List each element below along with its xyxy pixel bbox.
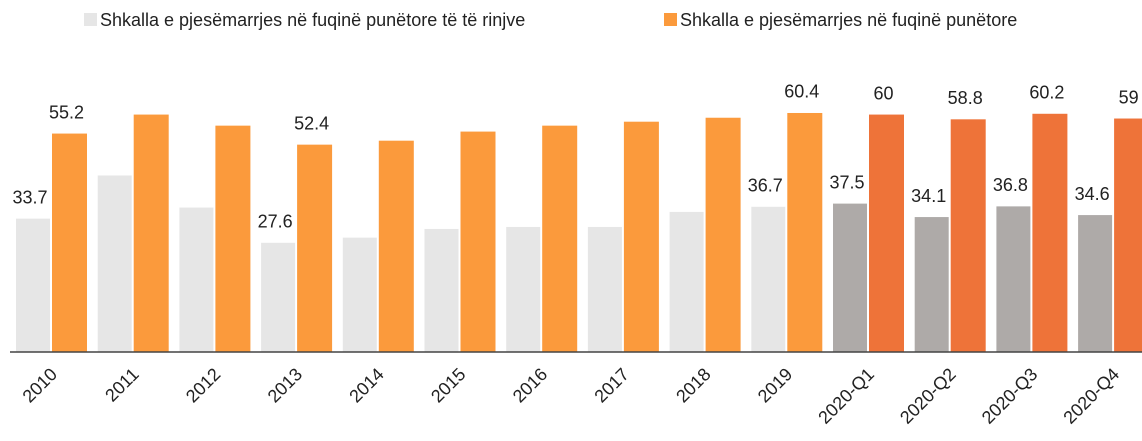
bar bbox=[1078, 215, 1113, 352]
data-label: 60.2 bbox=[1029, 83, 1064, 103]
bar bbox=[950, 119, 986, 352]
x-tick-label: 2014 bbox=[345, 364, 387, 406]
bar bbox=[787, 112, 823, 352]
bar bbox=[215, 125, 251, 352]
x-tick-label: 2015 bbox=[427, 364, 469, 406]
bar bbox=[996, 206, 1031, 352]
data-label: 59 bbox=[1119, 87, 1139, 107]
x-tick-label: 2012 bbox=[182, 364, 224, 406]
bar bbox=[542, 125, 578, 352]
data-label: 37.5 bbox=[829, 172, 864, 192]
x-tick-label: 2020-Q1 bbox=[814, 364, 878, 428]
bar bbox=[914, 217, 949, 352]
data-label: 55.2 bbox=[49, 102, 84, 122]
x-tick-label: 2020-Q4 bbox=[1059, 364, 1123, 428]
data-label: 27.6 bbox=[258, 212, 293, 232]
data-label: 60 bbox=[873, 83, 893, 103]
bar bbox=[1114, 118, 1142, 353]
x-tick-label: 2019 bbox=[754, 364, 796, 406]
data-label: 36.7 bbox=[748, 176, 783, 196]
bar bbox=[52, 133, 87, 352]
x-tick-label: 2020-Q3 bbox=[978, 364, 1042, 428]
legend-swatch bbox=[84, 13, 97, 26]
bar bbox=[97, 175, 132, 352]
data-label: 34.6 bbox=[1075, 184, 1110, 204]
x-tick-label: 2017 bbox=[590, 364, 632, 406]
bar bbox=[669, 211, 704, 352]
bar bbox=[424, 228, 459, 352]
bar bbox=[833, 203, 867, 352]
data-label: 33.7 bbox=[12, 187, 47, 207]
legend-label: Shkalla e pjesëmarrjes në fuqinë punëtor… bbox=[100, 10, 525, 30]
x-tick-label: 2016 bbox=[509, 364, 551, 406]
bar bbox=[869, 114, 904, 352]
bar bbox=[460, 131, 496, 352]
data-label: 34.1 bbox=[911, 186, 946, 206]
data-label: 60.4 bbox=[784, 82, 819, 102]
bar bbox=[587, 226, 622, 352]
data-label: 52.4 bbox=[294, 113, 329, 133]
bar bbox=[378, 140, 414, 352]
legend-swatch bbox=[664, 13, 677, 26]
bar bbox=[623, 121, 659, 353]
bar bbox=[297, 144, 333, 352]
data-label: 58.8 bbox=[948, 88, 983, 108]
bar bbox=[261, 242, 296, 352]
bar bbox=[16, 218, 50, 352]
bar bbox=[751, 206, 786, 352]
legend-label: Shkalla e pjesëmarrjes në fuqinë punëtor… bbox=[680, 10, 1017, 30]
x-tick-label: 2020-Q2 bbox=[896, 364, 960, 428]
x-tick-label: 2018 bbox=[672, 364, 714, 406]
bar bbox=[1032, 113, 1068, 352]
data-label: 36.8 bbox=[993, 175, 1028, 195]
bar bbox=[179, 207, 214, 352]
bar bbox=[133, 114, 169, 352]
bar bbox=[705, 117, 741, 352]
bar bbox=[506, 226, 541, 352]
x-tick-label: 2011 bbox=[101, 364, 143, 406]
bar bbox=[342, 237, 377, 352]
x-tick-label: 2013 bbox=[264, 364, 306, 406]
x-tick-label: 2010 bbox=[19, 364, 61, 406]
